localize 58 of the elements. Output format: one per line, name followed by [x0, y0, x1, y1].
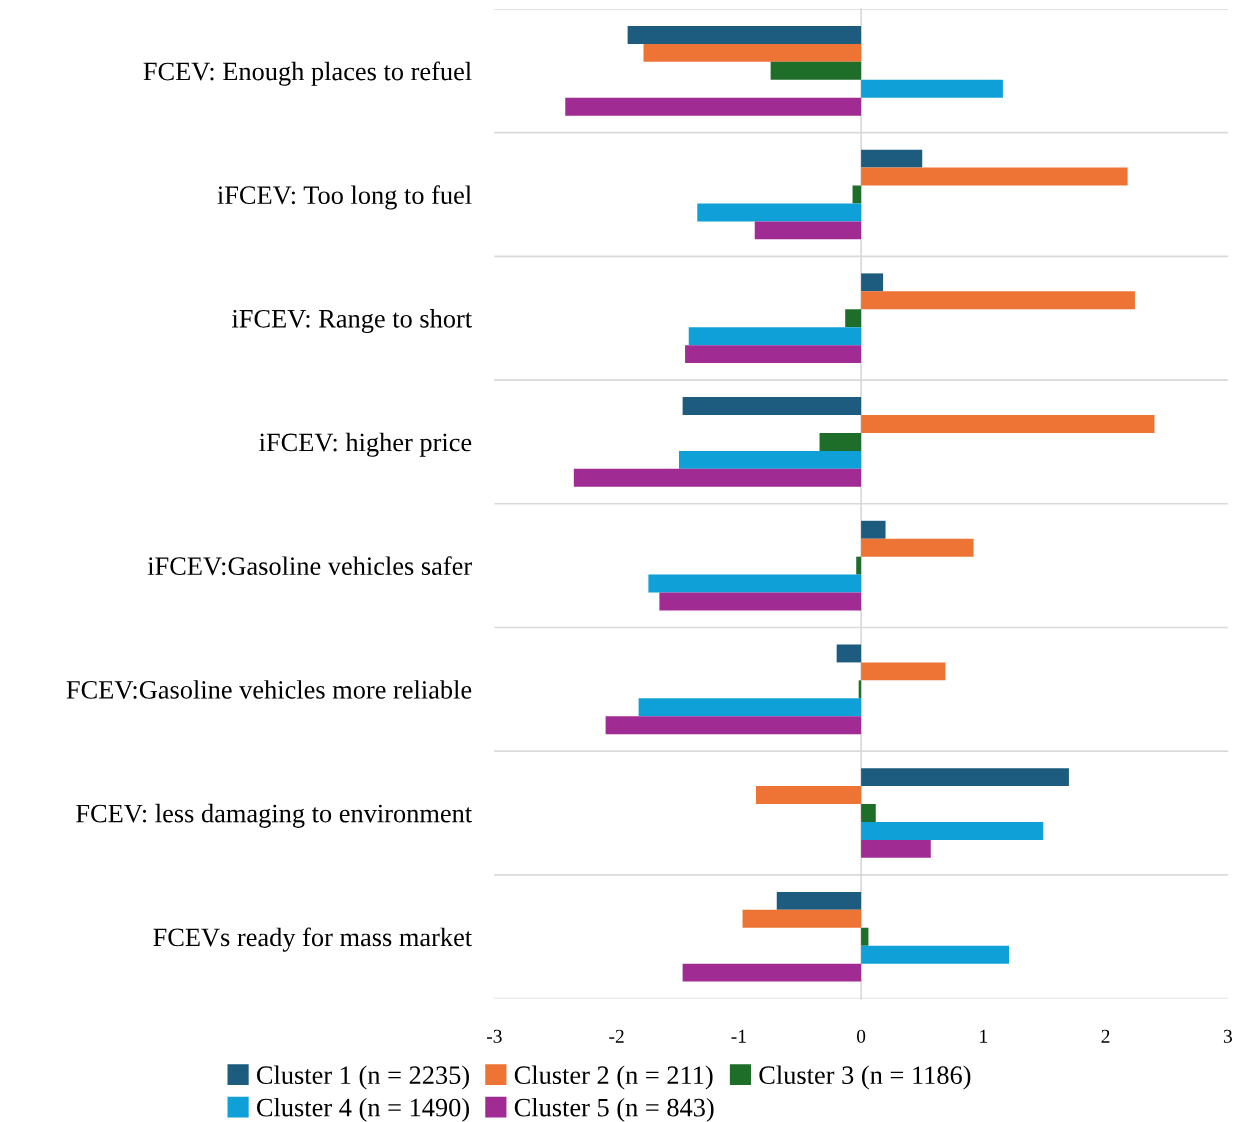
x-tick-label: -1	[731, 1029, 746, 1043]
bar	[776, 891, 862, 910]
bar	[861, 945, 1010, 964]
y-tick-label: FCEV:Gasoline vehicles more reliable	[66, 680, 472, 699]
x-tick-label: 0	[856, 1029, 866, 1043]
bar	[627, 25, 862, 44]
bar	[678, 450, 862, 469]
bar	[685, 345, 862, 364]
bar	[861, 822, 1044, 840]
bar	[682, 397, 862, 416]
bar	[688, 327, 862, 346]
bar	[648, 574, 862, 593]
x-tick-label: 1	[980, 1029, 988, 1043]
y-tick-label: FCEVs ready for mass market	[153, 927, 472, 952]
bar	[845, 309, 862, 328]
bar	[697, 203, 862, 222]
bar	[861, 662, 946, 681]
bar	[565, 97, 862, 116]
bar	[861, 839, 931, 858]
bar	[836, 644, 862, 663]
bar	[754, 221, 862, 240]
bar	[861, 149, 923, 168]
y-tick-label: FCEV: less damaging to environment	[76, 803, 472, 828]
bar	[861, 804, 876, 822]
bar	[861, 768, 1069, 787]
legend-label: Cluster 4 (n = 1490)	[256, 1097, 469, 1122]
bar	[861, 415, 1155, 433]
bar	[856, 556, 862, 575]
legend-label: Cluster 1 (n = 2235)	[256, 1065, 469, 1090]
bar	[659, 592, 862, 611]
bar	[770, 61, 862, 80]
bar	[755, 786, 862, 805]
bar	[861, 520, 886, 539]
bar	[638, 698, 862, 717]
y-tick-label: iFCEV: Range to short	[232, 309, 472, 334]
legend-label: Cluster 3 (n = 1186)	[759, 1065, 971, 1090]
bar	[819, 432, 862, 451]
x-tick-label: -2	[609, 1029, 624, 1043]
bar	[573, 468, 862, 487]
bar	[861, 538, 974, 557]
x-tick-label: -3	[486, 1029, 502, 1043]
y-tick-label: iFCEV: higher price	[259, 432, 472, 457]
y-tick-label: FCEV: Enough places to refuel	[143, 61, 472, 86]
bar	[861, 167, 1128, 186]
legend-label: Cluster 5 (n = 843)	[514, 1097, 714, 1122]
bar	[861, 273, 884, 292]
legend-label: Cluster 2 (n = 211)	[514, 1065, 713, 1090]
bar	[861, 927, 869, 946]
y-tick-label: iFCEV: Too long to fuel	[217, 185, 472, 210]
y-tick-label: iFCEV:Gasoline vehicles safer	[147, 556, 472, 576]
bar	[682, 963, 862, 982]
bar	[742, 909, 862, 928]
bar	[605, 716, 862, 735]
x-tick-label: 2	[1101, 1029, 1110, 1043]
x-tick-label: 3	[1223, 1029, 1232, 1043]
bar	[861, 291, 1135, 310]
bar	[643, 43, 862, 62]
bar	[861, 79, 1003, 98]
